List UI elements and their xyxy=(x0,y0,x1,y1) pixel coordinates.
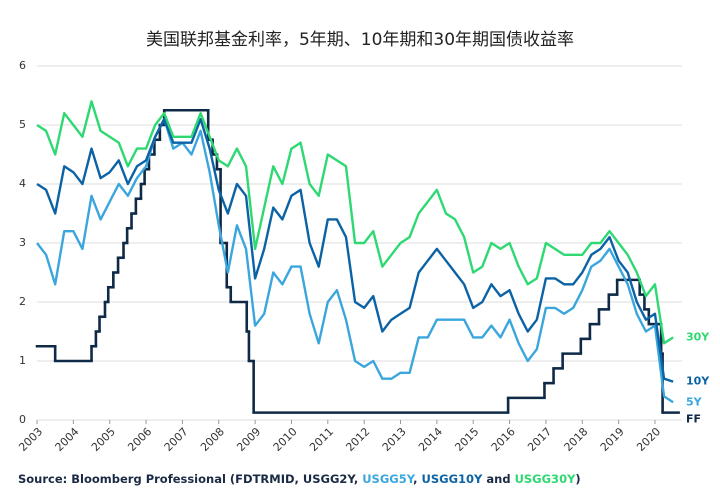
series-end-label: 10Y xyxy=(686,375,710,388)
source-part: USGG30Y xyxy=(515,472,577,486)
x-tick-label: 2010 xyxy=(271,425,300,454)
x-tick-label: 2017 xyxy=(525,425,554,454)
x-tick-label: 2006 xyxy=(125,425,154,454)
x-tick-label: 2004 xyxy=(53,425,82,454)
y-tick-label: 4 xyxy=(19,177,26,190)
x-tick-label: 2015 xyxy=(452,425,481,454)
x-tick-label: 2013 xyxy=(380,425,409,454)
x-tick-label: 2019 xyxy=(598,425,627,454)
x-tick-label: 2012 xyxy=(343,425,372,454)
x-tick-label: 2007 xyxy=(162,425,191,454)
series-line xyxy=(36,117,674,383)
x-tick-label: 2011 xyxy=(307,425,336,454)
series-end-label: 5Y xyxy=(686,395,703,408)
y-tick-label: 2 xyxy=(19,295,26,308)
y-tick-label: 5 xyxy=(19,118,26,131)
series-line xyxy=(36,100,674,345)
x-tick-label: 2003 xyxy=(16,425,45,454)
series-end-label: FF xyxy=(686,412,701,425)
source-part: USGG10Y xyxy=(422,472,484,486)
series-end-label: 30Y xyxy=(686,330,710,343)
x-tick-label: 2018 xyxy=(562,425,591,454)
source-part: , xyxy=(413,472,421,486)
source-note: Source: Bloomberg Professional (FDTRMID,… xyxy=(18,472,581,486)
y-tick-label: 0 xyxy=(19,413,26,426)
source-part: ) xyxy=(575,472,580,486)
chart-title: 美国联邦基金利率，5年期、10年期和30年期国债收益率 xyxy=(146,30,574,50)
y-tick-label: 1 xyxy=(19,354,26,367)
source-part: and xyxy=(482,472,514,486)
series-line xyxy=(36,117,674,404)
x-tick-label: 2014 xyxy=(416,425,445,454)
y-tick-label: 3 xyxy=(19,236,26,249)
x-tick-label: 2016 xyxy=(489,425,518,454)
source-part: USGG5Y xyxy=(362,472,416,486)
x-tick-label: 2008 xyxy=(198,425,227,454)
x-tick-label: 2009 xyxy=(234,425,263,454)
source-part: Source: Bloomberg Professional (FDTRMID,… xyxy=(18,472,362,486)
x-tick-label: 2005 xyxy=(89,425,118,454)
x-tick-label: 2020 xyxy=(634,425,663,454)
y-tick-label: 6 xyxy=(19,59,26,72)
